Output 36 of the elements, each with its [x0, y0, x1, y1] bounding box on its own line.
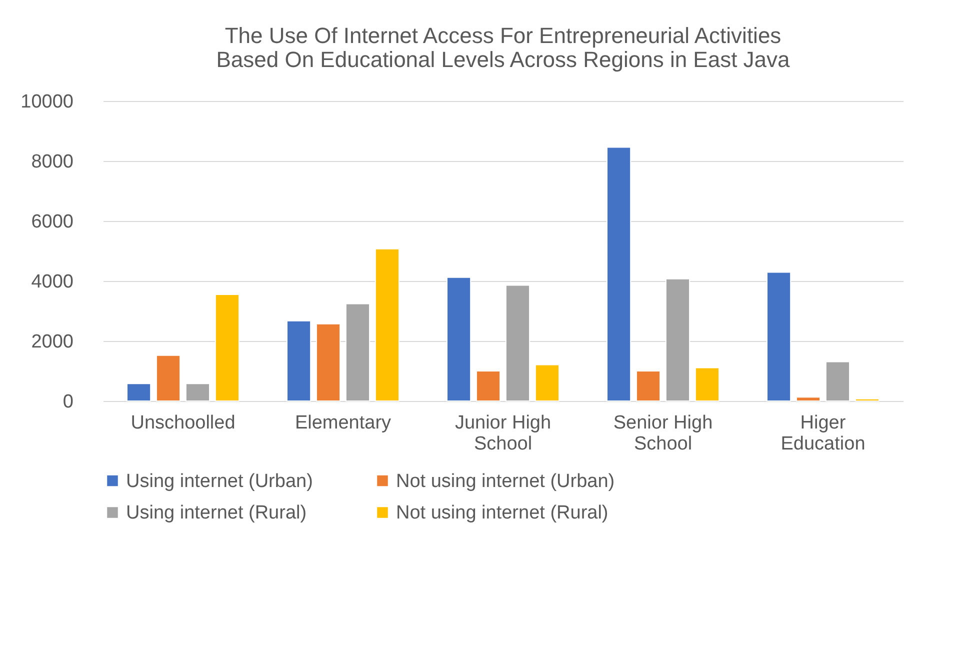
x-tick-label: Junior High School [454, 412, 552, 454]
y-tick-label: 6000 [31, 212, 74, 232]
bar [796, 396, 821, 402]
y-tick-label: 2000 [31, 332, 74, 352]
bar [185, 383, 210, 402]
bar [694, 367, 720, 402]
x-tick-label: Higer Education [780, 412, 866, 454]
legend-label: Using internet (Urban) [126, 470, 313, 492]
bar [374, 248, 400, 402]
bar [854, 398, 880, 402]
bar [156, 354, 181, 402]
bar [476, 370, 501, 402]
bar [214, 294, 240, 402]
x-tick-label: Elementary [294, 412, 392, 434]
x-tick-label: Unschoolled [130, 412, 236, 434]
bar [534, 364, 560, 402]
bar [286, 320, 312, 402]
bar [665, 278, 690, 402]
chart-title: The Use Of Internet Access For Entrepreneurial Activities Based On Educational Levels Across Regions in East Java [216, 23, 791, 72]
y-tick-label: 10000 [20, 92, 74, 112]
legend-label: Not using internet (Urban) [396, 470, 615, 492]
bar [766, 272, 792, 402]
y-tick-label: 4000 [31, 272, 74, 292]
bar [505, 284, 530, 402]
bar [636, 370, 661, 402]
bar [345, 303, 370, 402]
bar [825, 361, 850, 402]
x-tick-label: Senior High School [613, 412, 713, 454]
legend-label: Not using internet (Rural) [396, 502, 608, 524]
bar [316, 323, 341, 402]
bar [606, 146, 632, 402]
bar [126, 383, 152, 402]
y-tick-label: 8000 [31, 152, 74, 172]
y-tick-label: 0 [62, 392, 74, 412]
bar [446, 276, 472, 402]
legend-label: Using internet (Rural) [126, 502, 307, 524]
